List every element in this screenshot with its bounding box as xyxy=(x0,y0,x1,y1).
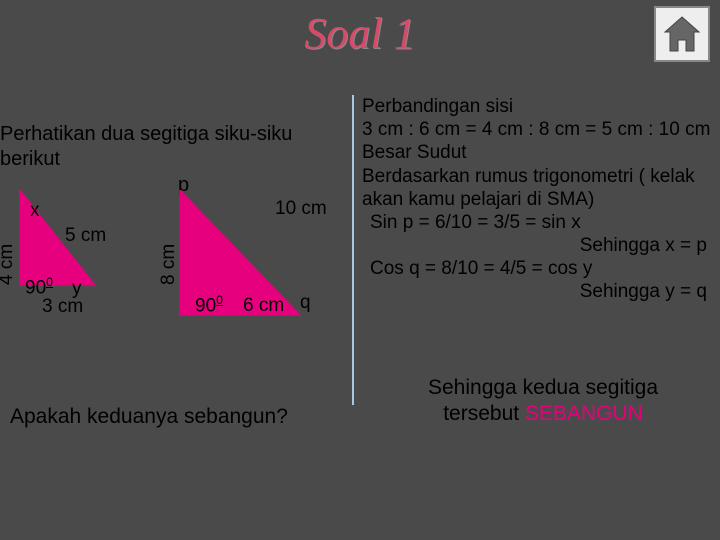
exp-line-8: Cos q = 8/10 = 4/5 = cos y xyxy=(362,257,720,280)
tri1-hypotenuse: 5 cm xyxy=(65,225,106,247)
exp-line-7: Sehingga x = p xyxy=(362,234,720,257)
conclusion-text: Sehingga kedua segitiga tersebut SEBANGU… xyxy=(373,375,713,428)
home-button[interactable] xyxy=(654,6,710,62)
conclusion-line-1: Sehingga kedua segitiga xyxy=(428,376,658,399)
prompt-line-1: Perhatikan dua segitiga siku-siku xyxy=(0,123,292,145)
tri2-angle-deg: 90 xyxy=(195,295,216,316)
conclusion-highlight: SEBANGUN xyxy=(525,402,643,425)
slide-title: Soal 1 xyxy=(0,8,720,59)
exp-line-9: Sehingga y = q xyxy=(362,280,720,303)
tri2-angle-sup: 0 xyxy=(216,293,223,307)
exp-line-1: Perbandingan sisi xyxy=(362,95,720,118)
exp-line-2: 3 cm : 6 cm = 4 cm : 8 cm = 5 cm : 10 cm xyxy=(362,118,720,141)
tri1-angle-sup: 0 xyxy=(46,275,53,289)
exp-line-6: Sin p = 6/10 = 3/5 = sin x xyxy=(362,211,720,234)
prompt-text: Perhatikan dua segitiga siku-siku beriku… xyxy=(0,122,292,172)
exp-line-5: akan kamu pelajari di SMA) xyxy=(362,188,720,211)
tri1-base: 3 cm xyxy=(42,296,83,318)
explanation-column: Perbandingan sisi 3 cm : 6 cm = 4 cm : 8… xyxy=(362,95,720,304)
exp-line-3: Besar Sudut xyxy=(362,141,720,164)
tri2-base: 6 cm xyxy=(243,295,284,317)
tri1-left-side: 4 cm xyxy=(0,244,18,285)
tri2-hypotenuse: 10 cm xyxy=(275,198,327,220)
tri2-right-angle: 900 xyxy=(195,293,223,317)
tri1-x-label: x xyxy=(30,200,40,222)
exp-line-4: Berdasarkan rumus trigonometri ( kelak xyxy=(362,165,720,188)
conclusion-line-2a: tersebut xyxy=(443,402,525,425)
home-icon xyxy=(661,13,703,55)
vertical-divider xyxy=(352,95,354,405)
question-text: Apakah keduanya sebangun? xyxy=(10,405,288,429)
tri2-q-label: q xyxy=(300,292,311,314)
tri2-left-side: 8 cm xyxy=(158,244,180,285)
prompt-line-2: berikut xyxy=(0,148,60,170)
slide: Soal 1 Perhatikan dua segitiga siku-siku… xyxy=(0,0,720,540)
